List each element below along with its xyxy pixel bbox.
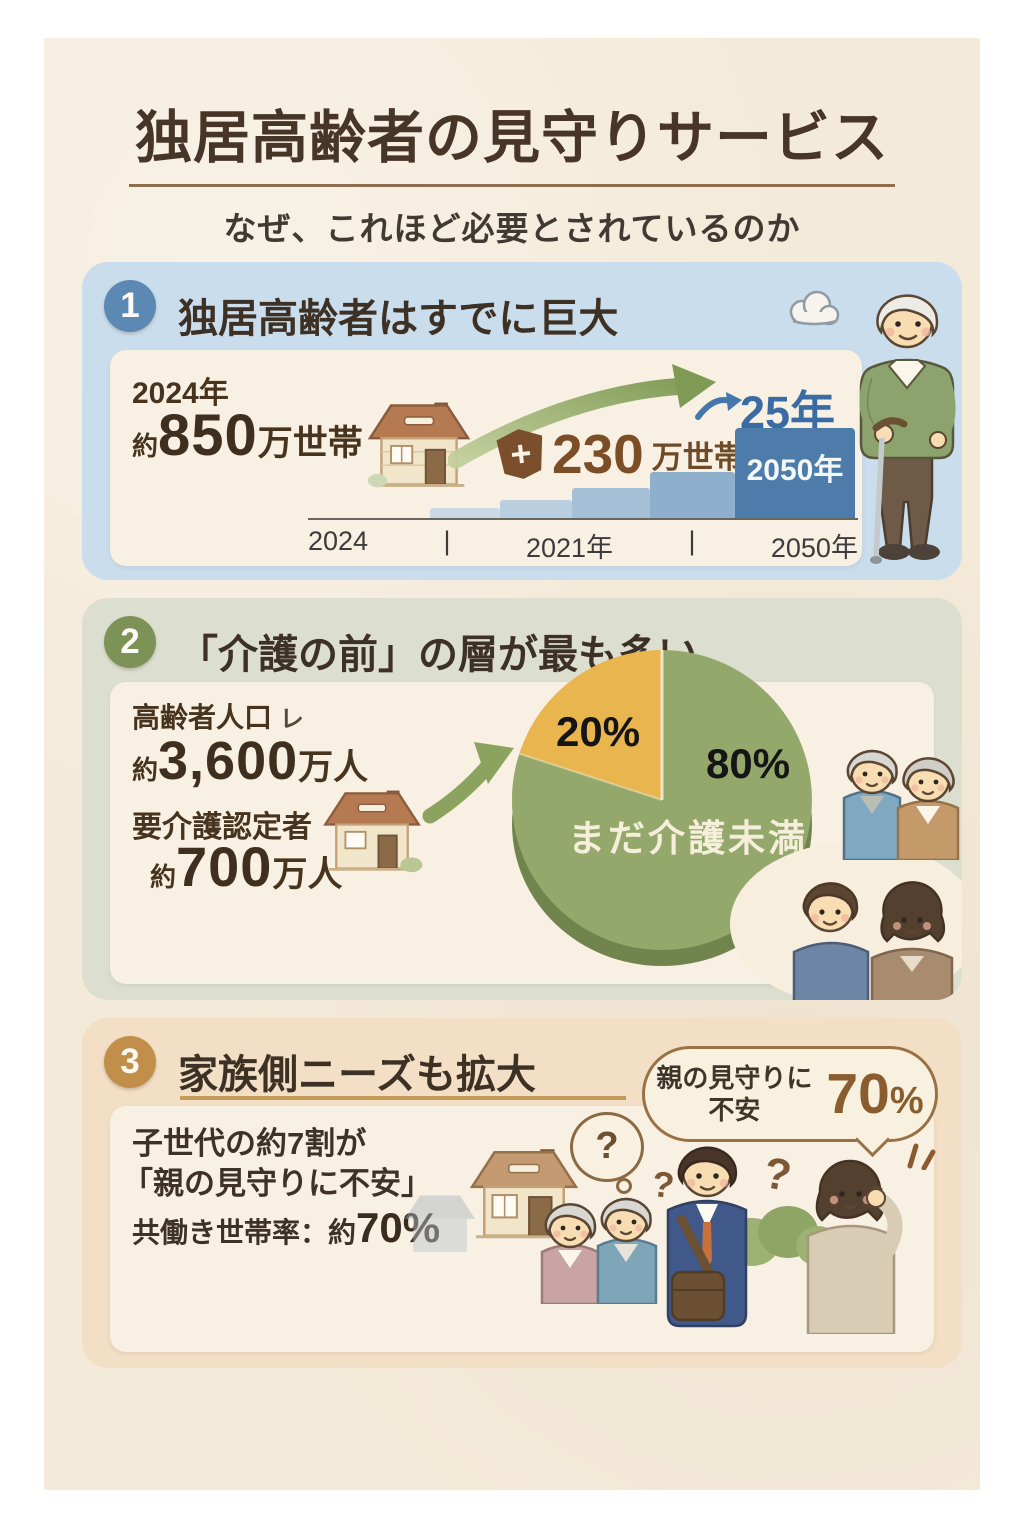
man-with-bag-illustration xyxy=(666,1146,748,1328)
poster-subtitle: なぜ、これほど必要とされているのか xyxy=(223,210,801,247)
x-axis-labels: 2024 | 2021年 | 2050年 xyxy=(308,526,858,565)
section-2-card: 2 「介護の前」の層が最も多い 高齢者人口 レ 約3,600万人 要介護認定者 … xyxy=(82,598,962,1000)
households-unit: 万世帯 xyxy=(257,424,363,463)
section-3-card: 3 家族側ニーズも拡大 親の見守りに 不安 70% 子世代の約7割が 「親の見守… xyxy=(82,1018,962,1368)
increase-stat: + 230 万世帯 xyxy=(498,422,745,486)
pie-slice-20 xyxy=(519,650,662,800)
population-value: 3,600 xyxy=(158,731,299,791)
bar-step-1 xyxy=(430,508,500,518)
section-3-panel: 子世代の約7割が 「親の見守りに不安」 共働き世帯率：約70% xyxy=(110,1106,936,1352)
emphasis-marks-icon xyxy=(907,1143,936,1170)
bubble-line-1: 親の見守りに xyxy=(656,1062,813,1093)
s3-line-2: 「親の見守りに不安」 xyxy=(122,1166,432,1201)
house-silhouette-icon xyxy=(404,1195,476,1252)
bar-2050-label: 2050年 xyxy=(746,454,844,487)
section-1-title: 独居高齢者はすでに巨大 xyxy=(178,297,619,341)
increase-unit: 万世帯 xyxy=(651,439,745,475)
certified-approx: 約 xyxy=(150,862,177,892)
house-icon xyxy=(469,1149,579,1239)
house-icon xyxy=(323,790,423,873)
bubble-line-2: 不安 xyxy=(708,1095,761,1125)
bubble-unit: % xyxy=(889,1080,924,1122)
pie-80-label: 80% xyxy=(706,740,791,787)
plus-badge-icon: + xyxy=(496,427,547,482)
section-1-number-badge: 1 xyxy=(104,280,156,332)
axis-separator: | xyxy=(688,526,696,556)
certified-unit: 万人 xyxy=(272,855,343,894)
population-unit: 万人 xyxy=(298,748,369,787)
section-3-title: 家族側ニーズも拡大 xyxy=(178,1053,536,1097)
axis-separator: | xyxy=(443,526,451,556)
households-year-label: 2024年 xyxy=(132,377,229,410)
section-2-panel: 高齢者人口 レ 約3,600万人 要介護認定者 約700万人 xyxy=(110,650,934,984)
pie-20-label: 20% xyxy=(556,708,641,755)
question-bubble-icon: ? xyxy=(570,1112,644,1182)
s3-line-1: 子世代の約7割が xyxy=(132,1126,367,1161)
pie-caption: まだ介護未満 xyxy=(568,818,808,859)
axis-tick-2050: 2050年 xyxy=(770,533,858,563)
bar-step-2 xyxy=(500,500,572,518)
section-3-number-badge: 3 xyxy=(104,1036,156,1088)
tick-mark: レ xyxy=(279,706,304,733)
elderly-couple-illustration xyxy=(842,749,960,860)
pie-arrow-icon xyxy=(422,742,514,824)
growth-arrow-icon xyxy=(448,364,716,469)
bubble-value: 70 xyxy=(826,1062,890,1126)
bar-step-4 xyxy=(650,472,735,518)
increase-value: 230 xyxy=(552,423,644,485)
woman-on-phone-illustration xyxy=(806,1159,903,1334)
s3-line-3-value: 70% xyxy=(356,1204,441,1251)
trend-arrow-icon xyxy=(695,392,742,420)
households-value: 850 xyxy=(158,403,258,468)
bar-2050: 2050年 xyxy=(735,428,855,518)
section-1-card: 1 独居高齢者はすでに巨大 2024年 約850万世帯 xyxy=(82,262,962,580)
question-bubble-tail-dot xyxy=(616,1178,632,1194)
elderly-man-illustration xyxy=(859,294,956,564)
cloud-icon xyxy=(789,290,840,326)
house-icon xyxy=(367,402,471,488)
households-approx: 約 xyxy=(132,431,159,461)
elderly-couple-illustration xyxy=(540,1197,658,1304)
x-axis-line xyxy=(308,518,858,520)
title-underline xyxy=(129,184,895,187)
section-1-panel: 2024年 約850万世帯 xyxy=(110,350,862,566)
s3-line-3-label: 共働き世帯率：約 xyxy=(132,1217,357,1248)
population-approx: 約 xyxy=(132,755,159,785)
certified-value: 700 xyxy=(176,835,273,898)
population-label: 高齢者人口 xyxy=(132,702,273,733)
poster-title: 独居高齢者の見守りサービス xyxy=(135,106,889,170)
bar-step-3 xyxy=(572,488,650,518)
speech-bubble: 親の見守りに 不安 70% xyxy=(642,1046,938,1158)
poster-background: 独居高齢者の見守りサービス なぜ、これほど必要とされているのか 1 独居高齢者は… xyxy=(44,38,980,1490)
section-2-number-badge: 2 xyxy=(104,616,156,668)
section-3-title-underline xyxy=(180,1096,626,1100)
axis-tick-2021: 2021年 xyxy=(525,533,614,563)
family-illustration xyxy=(792,881,954,1000)
certified-label: 要介護認定者 xyxy=(132,811,312,844)
axis-tick-2024: 2024 xyxy=(308,526,369,556)
